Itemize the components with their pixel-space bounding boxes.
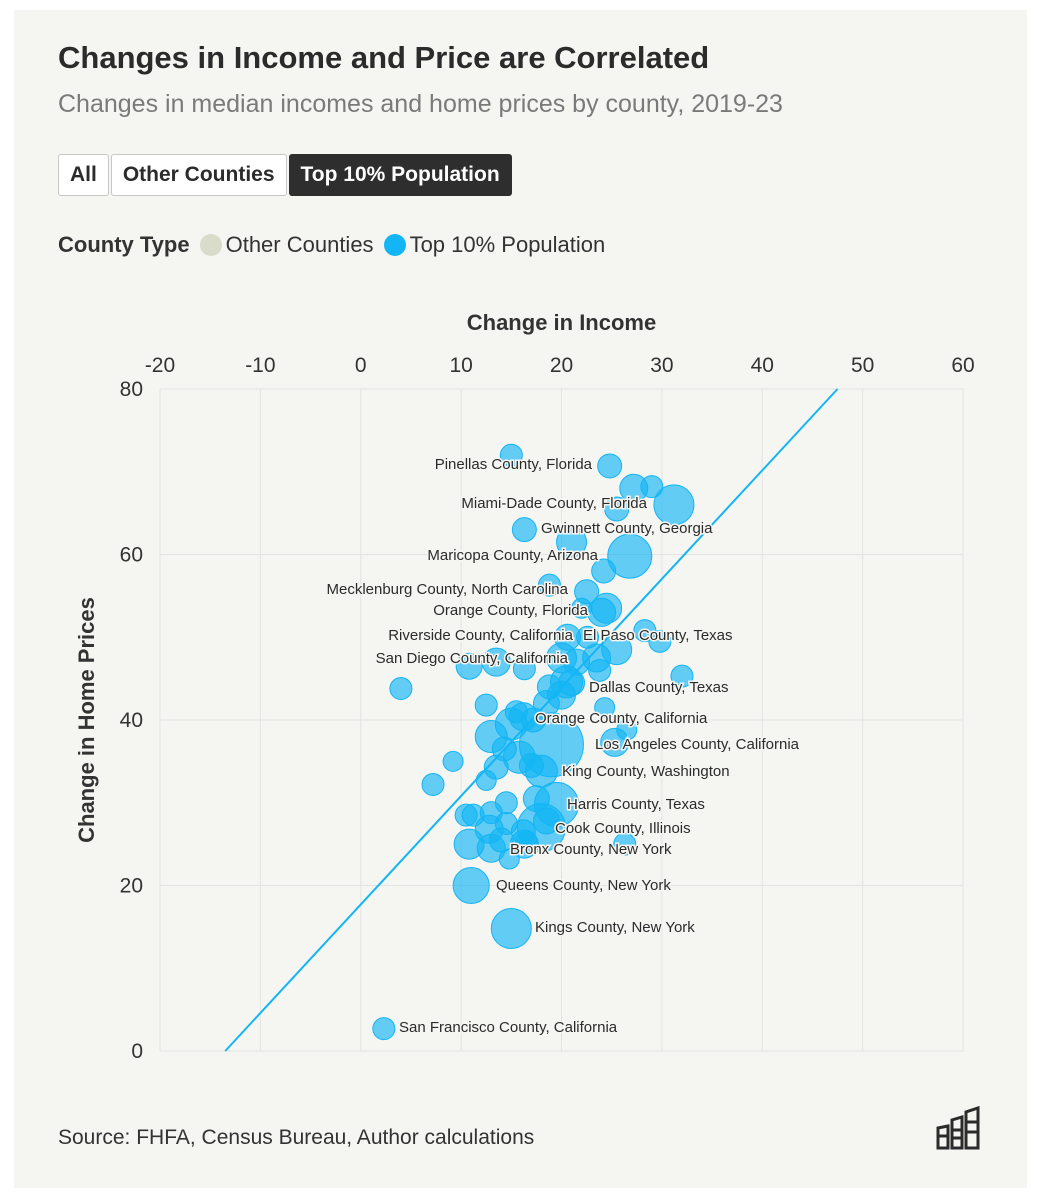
legend-label-other: Other Counties bbox=[225, 232, 374, 257]
data-point-label: San Diego County, California bbox=[376, 650, 569, 667]
x-tick-label: 30 bbox=[650, 354, 673, 377]
data-point-label: San Francisco County, California bbox=[399, 1019, 618, 1036]
data-point-label: Harris County, Texas bbox=[567, 796, 705, 813]
y-axis-title: Change in Home Prices bbox=[74, 597, 99, 843]
x-tick-label: 10 bbox=[449, 354, 472, 377]
data-point[interactable] bbox=[522, 785, 550, 813]
y-tick-label: 40 bbox=[120, 709, 143, 732]
data-point[interactable] bbox=[504, 700, 528, 724]
x-tick-label: 0 bbox=[355, 354, 367, 377]
data-point[interactable] bbox=[474, 693, 498, 717]
data-point-labeled[interactable] bbox=[372, 1017, 396, 1041]
y-tick-label: 80 bbox=[120, 378, 143, 401]
data-point-labeled[interactable] bbox=[537, 573, 561, 597]
data-point-label: King County, Washington bbox=[562, 763, 730, 780]
data-point-label: Pinellas County, Florida bbox=[435, 456, 593, 473]
x-axis-title: Change in Income bbox=[467, 310, 656, 335]
legend-title: County Type bbox=[58, 232, 190, 257]
data-point[interactable] bbox=[670, 664, 694, 688]
chart-title: Changes in Income and Price are Correlat… bbox=[58, 40, 710, 75]
data-point[interactable] bbox=[594, 697, 616, 719]
legend-label-top10: Top 10% Population bbox=[409, 232, 606, 257]
data-point[interactable] bbox=[498, 848, 520, 870]
chart-subtitle: Changes in median incomes and home price… bbox=[58, 90, 783, 118]
data-point[interactable] bbox=[512, 657, 536, 681]
x-tick-label: 20 bbox=[550, 354, 573, 377]
data-point[interactable] bbox=[604, 496, 630, 522]
data-point[interactable] bbox=[536, 674, 562, 700]
filter-top-10-button[interactable]: Top 10% Population bbox=[288, 154, 512, 196]
data-point-label: Riverside County, California bbox=[388, 627, 573, 644]
data-point[interactable] bbox=[499, 443, 523, 467]
data-point[interactable] bbox=[616, 719, 638, 741]
data-point-labeled[interactable] bbox=[452, 867, 490, 904]
data-point[interactable] bbox=[481, 647, 511, 677]
data-point-label: Dallas County, Texas bbox=[589, 679, 729, 696]
x-tick-label: 50 bbox=[851, 354, 874, 377]
data-point[interactable] bbox=[455, 652, 483, 680]
filter-all-button[interactable]: All bbox=[58, 154, 109, 196]
data-point-label: Cook County, Illinois bbox=[555, 820, 691, 837]
data-point[interactable] bbox=[556, 526, 588, 558]
legend-swatch-other bbox=[199, 234, 222, 256]
data-point-label: Mecklenburg County, North Carolina bbox=[326, 581, 568, 598]
x-tick-label: 40 bbox=[751, 354, 774, 377]
data-point-labeled[interactable] bbox=[597, 453, 623, 479]
data-point[interactable] bbox=[613, 832, 637, 856]
data-point-label: Gwinnett County, Georgia bbox=[541, 520, 713, 537]
data-point[interactable] bbox=[442, 750, 464, 772]
chart-card: Changes in Income and Price are Correlat… bbox=[14, 10, 1027, 1188]
data-point-labeled[interactable] bbox=[511, 517, 537, 543]
bar-chart-logo-icon bbox=[934, 1096, 986, 1157]
legend-item-other[interactable]: Other Counties bbox=[199, 232, 374, 258]
data-point-label: Maricopa County, Arizona bbox=[427, 547, 598, 564]
data-point[interactable] bbox=[514, 830, 538, 854]
data-point[interactable] bbox=[494, 811, 518, 835]
y-tick-label: 0 bbox=[131, 1040, 143, 1063]
y-tick-label: 60 bbox=[120, 544, 143, 567]
data-point[interactable] bbox=[588, 658, 612, 682]
data-point[interactable] bbox=[532, 807, 560, 835]
data-point-label: Queens County, New York bbox=[496, 877, 671, 894]
data-point[interactable] bbox=[475, 769, 497, 791]
data-point-label: Los Angeles County, California bbox=[595, 736, 800, 753]
x-tick-label: -20 bbox=[145, 354, 175, 377]
legend: County Type Other Counties Top 10% Popul… bbox=[58, 232, 615, 258]
data-point[interactable] bbox=[461, 803, 485, 827]
data-point[interactable] bbox=[640, 475, 664, 499]
data-point[interactable] bbox=[571, 597, 593, 619]
data-point-label: Orange County, California bbox=[535, 710, 708, 727]
filter-button-group: All Other Counties Top 10% Population bbox=[58, 154, 512, 196]
data-point[interactable] bbox=[558, 669, 586, 697]
data-point-label: Kings County, New York bbox=[535, 919, 695, 936]
data-point[interactable] bbox=[389, 677, 413, 701]
legend-swatch-top10 bbox=[383, 234, 406, 256]
data-point-label: Miami-Dade County, Florida bbox=[461, 495, 647, 512]
data-point-labeled[interactable] bbox=[576, 625, 600, 649]
y-tick-label: 20 bbox=[120, 875, 143, 898]
data-point[interactable] bbox=[518, 753, 544, 779]
legend-item-top10[interactable]: Top 10% Population bbox=[383, 232, 606, 258]
x-tick-label: -10 bbox=[245, 354, 275, 377]
data-point-labeled[interactable] bbox=[490, 908, 532, 950]
data-point[interactable] bbox=[421, 773, 445, 797]
source-note: Source: FHFA, Census Bureau, Author calc… bbox=[58, 1126, 535, 1149]
data-point-label: El Paso County, Texas bbox=[583, 627, 733, 644]
data-point-label: Bronx County, New York bbox=[510, 841, 672, 858]
data-point[interactable] bbox=[653, 484, 695, 526]
filter-other-counties-button[interactable]: Other Counties bbox=[110, 154, 287, 196]
data-point[interactable] bbox=[591, 558, 617, 584]
data-point[interactable] bbox=[648, 629, 672, 653]
x-tick-label: 60 bbox=[951, 354, 974, 377]
data-point-label: Orange County, Florida bbox=[433, 602, 588, 619]
data-point-labeled[interactable] bbox=[607, 533, 653, 579]
